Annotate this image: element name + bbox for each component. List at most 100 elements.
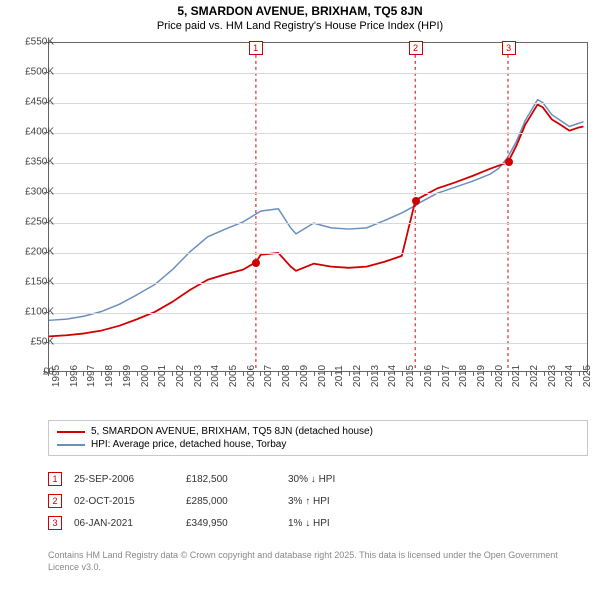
y-tick <box>44 312 48 313</box>
y-tick <box>44 222 48 223</box>
x-tick <box>119 372 120 376</box>
x-tick <box>296 372 297 376</box>
sale-row-marker: 3 <box>48 516 62 530</box>
x-axis-label: 1998 <box>104 365 115 387</box>
x-axis-label: 2003 <box>193 365 204 387</box>
chart-container: 5, SMARDON AVENUE, BRIXHAM, TQ5 8JN Pric… <box>0 0 600 590</box>
x-axis-label: 1997 <box>86 365 97 387</box>
x-tick <box>190 372 191 376</box>
x-axis-label: 2016 <box>423 365 434 387</box>
sale-marker-dot <box>252 259 260 267</box>
x-tick <box>473 372 474 376</box>
x-tick <box>438 372 439 376</box>
x-axis-label: 2013 <box>370 365 381 387</box>
chart-svg <box>49 43 587 371</box>
x-axis-label: 2018 <box>458 365 469 387</box>
sale-date: 25-SEP-2006 <box>74 474 174 485</box>
x-axis-label: 2006 <box>246 365 257 387</box>
x-axis-label: 2001 <box>157 365 168 387</box>
x-tick <box>561 372 562 376</box>
gridline <box>49 283 587 284</box>
gridline <box>49 133 587 134</box>
sale-marker-box: 1 <box>249 41 263 55</box>
x-tick <box>508 372 509 376</box>
y-tick <box>44 72 48 73</box>
x-axis-label: 2019 <box>476 365 487 387</box>
y-tick <box>44 342 48 343</box>
x-tick <box>101 372 102 376</box>
x-axis-label: 2020 <box>494 365 505 387</box>
x-tick <box>349 372 350 376</box>
legend-row: 5, SMARDON AVENUE, BRIXHAM, TQ5 8JN (det… <box>57 425 579 438</box>
x-axis-label: 2005 <box>228 365 239 387</box>
y-tick <box>44 282 48 283</box>
gridline <box>49 223 587 224</box>
sale-price: £285,000 <box>186 496 276 507</box>
sale-date: 06-JAN-2021 <box>74 518 174 529</box>
x-tick <box>243 372 244 376</box>
x-tick <box>207 372 208 376</box>
x-tick <box>420 372 421 376</box>
x-axis-label: 2004 <box>210 365 221 387</box>
sale-row: 202-OCT-2015£285,0003% ↑ HPI <box>48 490 588 512</box>
x-tick <box>526 372 527 376</box>
legend-swatch <box>57 444 85 446</box>
x-axis-label: 2007 <box>263 365 274 387</box>
sale-delta: 3% ↑ HPI <box>288 496 378 507</box>
x-axis-label: 2002 <box>175 365 186 387</box>
x-tick <box>367 372 368 376</box>
gridline <box>49 253 587 254</box>
x-axis-label: 2022 <box>529 365 540 387</box>
sale-date: 02-OCT-2015 <box>74 496 174 507</box>
x-axis-label: 2014 <box>387 365 398 387</box>
x-tick <box>137 372 138 376</box>
sale-price: £182,500 <box>186 474 276 485</box>
x-tick <box>66 372 67 376</box>
x-tick <box>455 372 456 376</box>
legend-row: HPI: Average price, detached house, Torb… <box>57 438 579 451</box>
legend-swatch <box>57 431 85 433</box>
x-axis-label: 2024 <box>564 365 575 387</box>
gridline <box>49 103 587 104</box>
x-axis-label: 2008 <box>281 365 292 387</box>
x-axis-label: 2017 <box>441 365 452 387</box>
y-tick <box>44 162 48 163</box>
chart-title: 5, SMARDON AVENUE, BRIXHAM, TQ5 8JN <box>0 0 600 18</box>
x-tick <box>402 372 403 376</box>
sale-price: £349,950 <box>186 518 276 529</box>
x-tick <box>491 372 492 376</box>
sale-marker-box: 3 <box>502 41 516 55</box>
x-axis-label: 2015 <box>405 365 416 387</box>
x-tick <box>278 372 279 376</box>
sale-delta: 30% ↓ HPI <box>288 474 378 485</box>
x-axis-label: 2012 <box>352 365 363 387</box>
y-tick <box>44 132 48 133</box>
x-tick <box>83 372 84 376</box>
series-price_paid <box>49 104 584 336</box>
sale-marker-dot <box>412 197 420 205</box>
x-axis-label: 2021 <box>511 365 522 387</box>
sale-row: 3 06-JAN-2021 £349,950 1% ↓ HPI <box>48 512 588 534</box>
x-axis-label: 1995 <box>51 365 62 387</box>
x-tick <box>544 372 545 376</box>
sale-row-marker: 1 <box>48 472 62 486</box>
gridline <box>49 343 587 344</box>
legend-label: 5, SMARDON AVENUE, BRIXHAM, TQ5 8JN (det… <box>91 426 373 437</box>
y-tick <box>44 252 48 253</box>
plot-area <box>48 42 588 372</box>
x-tick <box>48 372 49 376</box>
x-tick <box>172 372 173 376</box>
x-axis-label: 2000 <box>140 365 151 387</box>
x-axis-label: 1996 <box>69 365 80 387</box>
x-tick <box>154 372 155 376</box>
sale-marker-dot <box>505 158 513 166</box>
x-tick <box>260 372 261 376</box>
legend-label: HPI: Average price, detached house, Torb… <box>91 439 286 450</box>
gridline <box>49 193 587 194</box>
sale-delta: 1% ↓ HPI <box>288 518 378 529</box>
x-axis-label: 2011 <box>334 365 345 387</box>
x-tick <box>225 372 226 376</box>
sales-table: 125-SEP-2006£182,50030% ↓ HPI202-OCT-201… <box>48 468 588 534</box>
y-tick <box>44 42 48 43</box>
footnote: Contains HM Land Registry data © Crown c… <box>48 550 588 573</box>
